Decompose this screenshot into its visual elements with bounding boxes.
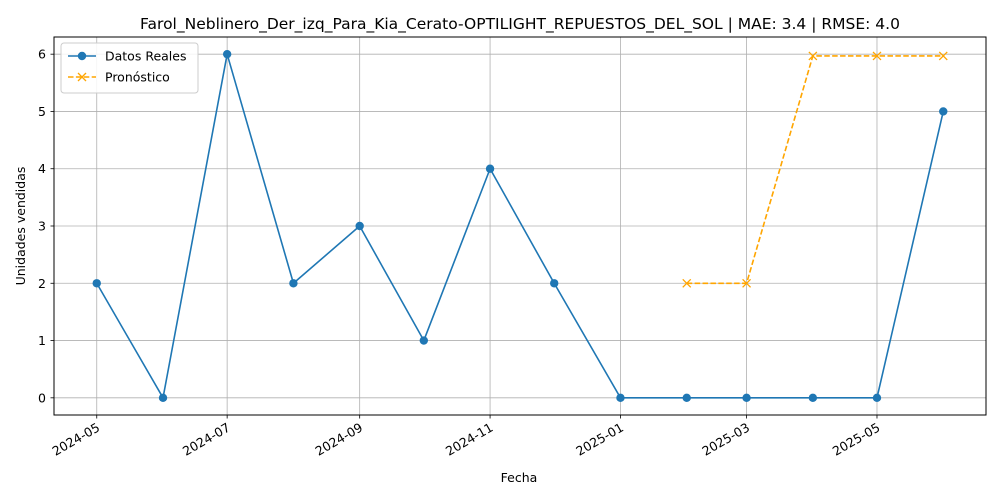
y-tick-label: 3 bbox=[38, 219, 46, 234]
y-axis-ticks: 0 1 2 3 4 5 6 bbox=[38, 47, 54, 405]
data-point-datos-reales bbox=[872, 393, 882, 403]
data-point-datos-reales bbox=[550, 279, 559, 288]
data-point-pronostico bbox=[682, 278, 692, 288]
y-tick-label: 2 bbox=[38, 276, 46, 291]
data-point-pronostico bbox=[872, 51, 882, 61]
y-tick-label: 6 bbox=[38, 47, 46, 62]
series-layer bbox=[92, 49, 948, 403]
data-point-datos-reales bbox=[222, 49, 232, 59]
data-point-datos-reales bbox=[939, 107, 948, 116]
data-point-datos-reales bbox=[355, 221, 364, 231]
y-tick-label: 4 bbox=[38, 161, 46, 176]
legend: Datos Reales Pronóstico bbox=[60, 42, 199, 94]
data-point-datos-reales bbox=[289, 279, 298, 288]
data-point-datos-reales bbox=[485, 164, 495, 173]
series-line-datos-reales bbox=[96, 53, 945, 399]
data-point-pronostico bbox=[808, 51, 818, 61]
data-point-pronostico bbox=[938, 51, 948, 61]
legend-marker-datos-reales bbox=[77, 51, 87, 61]
data-point-datos-reales bbox=[92, 279, 101, 288]
y-tick-label: 5 bbox=[38, 104, 46, 119]
y-axis-label: Unidades vendidas bbox=[13, 167, 28, 286]
data-point-datos-reales bbox=[742, 393, 751, 403]
x-axis-label: Fecha bbox=[501, 470, 538, 485]
data-point-pronostico bbox=[742, 278, 752, 288]
data-point-datos-reales bbox=[419, 336, 429, 345]
data-point-datos-reales bbox=[808, 393, 818, 403]
legend-label-datos-reales: Datos Reales bbox=[105, 49, 186, 64]
data-point-datos-reales bbox=[682, 393, 691, 403]
legend-label-pronostico: Pronóstico bbox=[105, 70, 170, 85]
y-tick-label: 1 bbox=[38, 333, 46, 348]
y-tick-label: 0 bbox=[38, 390, 46, 405]
data-point-datos-reales bbox=[158, 393, 168, 403]
data-point-datos-reales bbox=[616, 393, 625, 403]
chart-title: Farol_Neblinero_Der_izq_Para_Kia_Cerato-… bbox=[140, 15, 900, 34]
legend-marker-pronostico bbox=[77, 72, 87, 82]
